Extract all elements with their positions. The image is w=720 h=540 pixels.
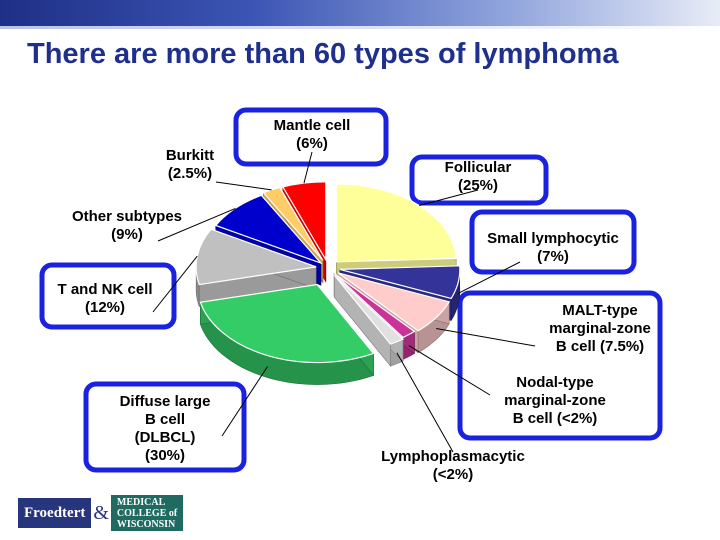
slice-label: Lymphoplasmacytic (<2%)	[381, 448, 525, 483]
froedtert-logo-text: Froedtert	[18, 498, 92, 528]
page-title: There are more than 60 types of lymphoma	[27, 38, 619, 70]
label-box	[469, 209, 637, 275]
leader-line	[215, 181, 272, 191]
title-bar-rule	[0, 26, 720, 29]
label-box	[39, 262, 177, 330]
slice-label: Nodal-type marginal-zone B cell (<2%)	[504, 374, 606, 427]
logo-line-1: MEDICAL	[116, 496, 166, 508]
logo-line-3: WISCONSIN	[116, 518, 176, 530]
title-bar-band	[0, 0, 720, 26]
label-box	[409, 154, 549, 206]
leader-line	[457, 261, 521, 294]
leader-line	[303, 151, 313, 184]
slice-label: Other subtypes (9%)	[72, 208, 182, 243]
leader-line	[408, 345, 491, 396]
label-box	[457, 290, 663, 441]
label-box	[83, 381, 247, 473]
leader-line	[419, 189, 479, 206]
pie-slice	[195, 228, 317, 307]
pie-slice	[199, 283, 375, 385]
pie-slice	[333, 274, 405, 367]
slice-label: T and NK cell (12%)	[57, 281, 152, 316]
slice-label: Mantle cell (6%)	[274, 117, 351, 152]
slice-label: MALT-type marginal-zone B cell (7.5%)	[549, 302, 651, 355]
medical-college-logo: MEDICAL COLLEGE of WISCONSIN	[110, 495, 184, 531]
slice-label: Small lymphocytic (7%)	[487, 230, 619, 265]
leader-line	[436, 328, 536, 347]
slice-label: Burkitt (2.5%)	[166, 147, 214, 182]
leader-line	[157, 207, 236, 242]
logo-ampersand: &	[93, 501, 109, 524]
institution-logo: Froedtert & MEDICAL COLLEGE of WISCONSIN	[18, 495, 184, 531]
label-box	[233, 107, 389, 167]
logo-line-2: COLLEGE of	[116, 507, 178, 519]
slice-label: Diffuse large B cell (DLBCL) (30%)	[120, 393, 211, 464]
leader-line	[152, 255, 198, 313]
leader-line	[396, 352, 454, 453]
slice-label: Follicular (25%)	[445, 159, 512, 194]
leader-line	[221, 366, 268, 437]
